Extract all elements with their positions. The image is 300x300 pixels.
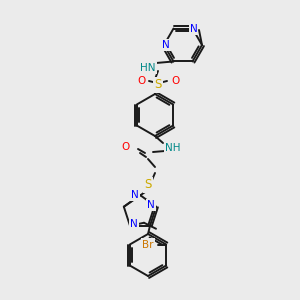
- Text: Br: Br: [142, 239, 154, 250]
- Text: O: O: [122, 142, 130, 152]
- Text: O: O: [137, 76, 145, 86]
- Text: N: N: [131, 190, 139, 200]
- Text: N: N: [162, 40, 170, 50]
- Text: HN: HN: [140, 63, 156, 73]
- Text: S: S: [154, 79, 162, 92]
- Text: N: N: [190, 23, 197, 34]
- Text: NH: NH: [165, 143, 181, 153]
- Text: O: O: [171, 76, 179, 86]
- Text: S: S: [144, 178, 152, 191]
- Text: N: N: [147, 200, 155, 210]
- Text: N: N: [130, 219, 138, 229]
